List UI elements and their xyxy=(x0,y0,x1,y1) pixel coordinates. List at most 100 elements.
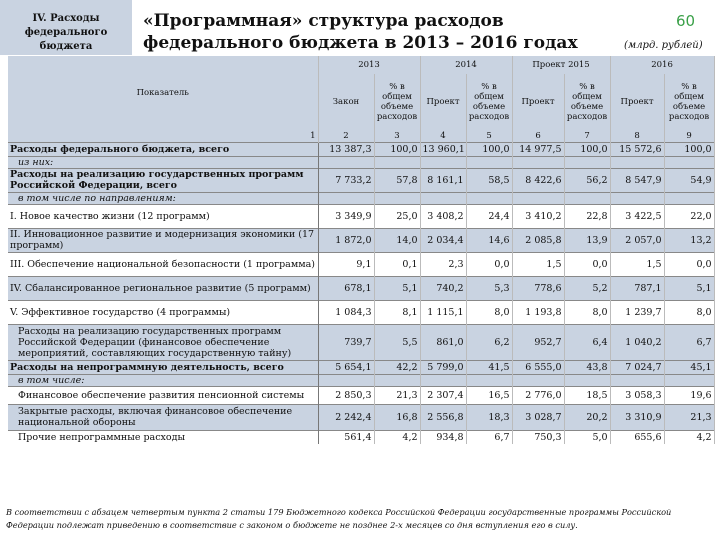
year-2013-header: 2013 xyxy=(318,56,421,74)
value-cell: 5,0 xyxy=(564,429,611,444)
project-header: Проект xyxy=(610,74,665,130)
value-cell: 2 776,0 xyxy=(512,385,565,404)
value-cell: 24,4 xyxy=(466,203,513,228)
value-cell: 678,1 xyxy=(318,275,375,300)
value-cell: 5,5 xyxy=(374,323,421,360)
page-number: 60 xyxy=(676,12,696,30)
value-cell: 1 084,3 xyxy=(318,299,375,324)
value-cell xyxy=(610,155,665,168)
value-cell xyxy=(564,155,611,168)
row-label: Расходы федерального бюджета, всего xyxy=(8,141,319,156)
value-cell xyxy=(420,191,467,204)
value-cell: 22,8 xyxy=(564,203,611,228)
value-cell: 2 556,8 xyxy=(420,403,467,430)
value-cell xyxy=(664,191,715,204)
row-label: Расходы на реализацию государственных пр… xyxy=(8,323,319,360)
row-label: IV. Сбалансированное региональное развит… xyxy=(8,275,319,300)
value-cell: 13 960,1 xyxy=(420,141,467,156)
table-row: III. Обеспечение национальной безопаснос… xyxy=(8,251,715,276)
value-cell: 1 239,7 xyxy=(610,299,665,324)
section-label: IV. Расходы федерального бюджета xyxy=(0,0,132,55)
value-cell xyxy=(318,373,375,386)
row-label: III. Обеспечение национальной безопаснос… xyxy=(8,251,319,276)
pct-header: % в общем объеме расходов xyxy=(664,74,715,130)
value-cell: 6,7 xyxy=(466,429,513,444)
value-cell: 8,1 xyxy=(374,299,421,324)
value-cell: 3 028,7 xyxy=(512,403,565,430)
table-row: Расходы на реализацию государственных пр… xyxy=(8,323,715,360)
table-row: II. Инновационное развитие и модернизаци… xyxy=(8,227,715,252)
value-cell: 934,8 xyxy=(420,429,467,444)
value-cell: 0,0 xyxy=(664,251,715,276)
table-body: Расходы федерального бюджета, всего 13 38… xyxy=(8,141,715,444)
page-title: «Программная» структура расходов федерал… xyxy=(143,11,578,53)
year-2014-header: 2014 xyxy=(420,56,513,74)
value-cell: 16,5 xyxy=(466,385,513,404)
value-cell: 20,2 xyxy=(564,403,611,430)
value-cell xyxy=(374,191,421,204)
table-row: I. Новое качество жизни (12 программ) 3 3… xyxy=(8,203,715,228)
value-cell: 739,7 xyxy=(318,323,375,360)
value-cell: 22,0 xyxy=(664,203,715,228)
table-row: Финансовое обеспечение развития пенсионн… xyxy=(8,385,715,404)
column-number: 7 xyxy=(564,130,611,142)
value-cell: 25,0 xyxy=(374,203,421,228)
value-cell: 952,7 xyxy=(512,323,565,360)
value-cell xyxy=(420,155,467,168)
pct-header: % в общем объеме расходов xyxy=(466,74,513,130)
column-number: 9 xyxy=(664,130,715,142)
footnote: В соответствии с абзацем четвертым пункт… xyxy=(6,507,672,530)
value-cell xyxy=(664,373,715,386)
value-cell: 655,6 xyxy=(610,429,665,444)
value-cell: 5 654,1 xyxy=(318,359,375,374)
value-cell: 7 024,7 xyxy=(610,359,665,374)
table-row: в том числе: xyxy=(8,373,715,386)
value-cell: 6 555,0 xyxy=(512,359,565,374)
value-cell: 57,8 xyxy=(374,167,421,192)
column-number: 3 xyxy=(374,130,421,142)
value-cell: 2 085,8 xyxy=(512,227,565,252)
value-cell: 8 422,6 xyxy=(512,167,565,192)
row-label: Расходы на реализацию государственных пр… xyxy=(8,167,319,192)
value-cell: 43,8 xyxy=(564,359,611,374)
value-cell: 3 422,5 xyxy=(610,203,665,228)
value-cell: 18,3 xyxy=(466,403,513,430)
row-label: в том числе: xyxy=(8,373,319,386)
value-cell: 56,2 xyxy=(564,167,611,192)
row-label: Прочие непрограммные расходы xyxy=(8,429,319,444)
value-cell: 58,5 xyxy=(466,167,513,192)
value-cell: 750,3 xyxy=(512,429,565,444)
value-cell: 787,1 xyxy=(610,275,665,300)
value-cell xyxy=(466,191,513,204)
table-row: в том числе по направлениям: xyxy=(8,191,715,204)
value-cell: 19,6 xyxy=(664,385,715,404)
table-header: Показатель 2013 2014 Проект 2015 2016 За… xyxy=(8,56,715,142)
table-row: из них: xyxy=(8,155,715,168)
value-cell: 1 115,1 xyxy=(420,299,467,324)
value-cell xyxy=(564,191,611,204)
year-2016-header: 2016 xyxy=(610,56,715,74)
value-cell: 16,8 xyxy=(374,403,421,430)
value-cell: 0,0 xyxy=(466,251,513,276)
value-cell: 3 310,9 xyxy=(610,403,665,430)
row-label: Расходы на непрограммную деятельность, в… xyxy=(8,359,319,374)
value-cell: 6,4 xyxy=(564,323,611,360)
value-cell xyxy=(512,155,565,168)
column-number: 5 xyxy=(466,130,513,142)
column-number: 1 xyxy=(8,130,319,142)
value-cell: 5,3 xyxy=(466,275,513,300)
value-cell: 100,0 xyxy=(564,141,611,156)
pct-header: % в общем объеме расходов xyxy=(374,74,421,130)
value-cell: 100,0 xyxy=(466,141,513,156)
row-label: из них: xyxy=(8,155,319,168)
value-cell xyxy=(512,191,565,204)
value-cell xyxy=(318,191,375,204)
value-cell: 3 410,2 xyxy=(512,203,565,228)
value-cell: 8 547,9 xyxy=(610,167,665,192)
value-cell: 14,0 xyxy=(374,227,421,252)
table-row: V. Эффективное государство (4 программы)… xyxy=(8,299,715,324)
value-cell: 2 850,3 xyxy=(318,385,375,404)
value-cell: 3 349,9 xyxy=(318,203,375,228)
value-cell: 6,2 xyxy=(466,323,513,360)
value-cell: 740,2 xyxy=(420,275,467,300)
